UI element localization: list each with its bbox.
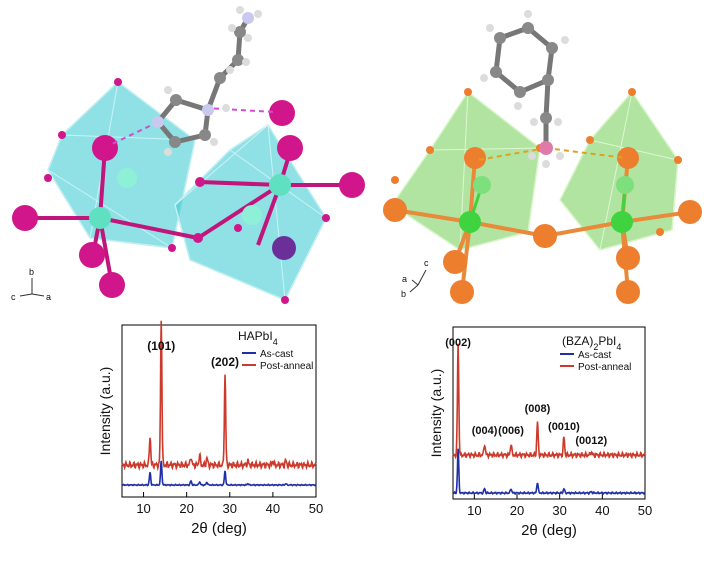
- iodine-atom: [628, 88, 636, 96]
- axis-indicator: [409, 269, 427, 293]
- iodine-atom: [168, 244, 176, 252]
- legend-label: As-cast: [578, 350, 612, 361]
- pb-atom: [117, 168, 137, 188]
- iodine-atom: [269, 100, 295, 126]
- pb-atom: [473, 176, 491, 194]
- peak-label: (008): [525, 403, 551, 415]
- x-tick-label: 30: [552, 503, 566, 518]
- axis-label-c: c: [424, 258, 429, 268]
- peak-label: (0010): [548, 421, 580, 433]
- iodine-atom: [617, 147, 639, 169]
- chart-title: HAPbI4: [238, 329, 278, 347]
- iodine-atom: [193, 233, 203, 243]
- series-line-post-anneal: [452, 343, 646, 460]
- iodine-atom: [616, 246, 640, 270]
- pb-atom: [269, 174, 291, 196]
- x-tick-label: 30: [223, 501, 237, 516]
- iodine-atom: [322, 214, 330, 222]
- x-tick-label: 10: [467, 503, 481, 518]
- iodine-atom: [443, 250, 467, 274]
- iodine-atom-dark: [272, 236, 296, 260]
- iodine-atom: [383, 198, 407, 222]
- iodine-atom: [586, 136, 594, 144]
- pb-atom: [459, 211, 481, 233]
- iodine-atom: [426, 146, 434, 154]
- x-tick-label: 50: [309, 501, 323, 516]
- iodine-atom: [114, 78, 122, 86]
- legend-label: Post-anneal: [578, 362, 631, 373]
- iodine-atom: [533, 224, 557, 248]
- bza-pbi4-structure: c a b: [383, 10, 702, 304]
- xrd-chart-bza-pbi4: 10 20 30 40 50 2θ (deg) Intensity (a.u.) (BZA)2…: [428, 326, 652, 539]
- axis-label-c: c: [11, 292, 16, 302]
- x-tick-label: 20: [510, 503, 524, 518]
- series-line-post-anneal: [121, 320, 317, 472]
- x-tick-label: 40: [266, 501, 280, 516]
- x-tick-label: 20: [179, 501, 193, 516]
- series-line-as-cast: [452, 448, 646, 496]
- organic-cation: [477, 10, 627, 168]
- plot-frame: [121, 324, 317, 498]
- pb-atom: [611, 211, 633, 233]
- iodine-atom: [674, 156, 682, 164]
- y-axis-label: Intensity (a.u.): [428, 369, 444, 458]
- series-line-as-cast: [121, 460, 317, 487]
- iodine-atom: [678, 200, 702, 224]
- iodine-atom: [44, 174, 52, 182]
- iodine-atom: [58, 131, 66, 139]
- peak-label: (101): [147, 339, 175, 353]
- xrd-chart-hapbi4: 10 20 30 40 50 2θ (deg) Intensity (a.u.) HAPbI4…: [97, 320, 323, 537]
- organic-cation: [109, 6, 276, 156]
- legend-label: Post-anneal: [260, 361, 313, 372]
- iodine-atom: [391, 176, 399, 184]
- iodine-atom: [277, 135, 303, 161]
- iodine-atom: [616, 280, 640, 304]
- iodine-atom: [464, 147, 486, 169]
- axis-label-b: b: [29, 267, 34, 277]
- chart-title: (BZA)2PbI4: [562, 334, 621, 352]
- iodine-atom: [92, 135, 118, 161]
- axis-indicator: [19, 278, 45, 297]
- iodine-atom: [234, 224, 242, 232]
- iodine-atom: [79, 242, 105, 268]
- pb-atom: [616, 176, 634, 194]
- pb-atom: [89, 207, 111, 229]
- y-axis-label: Intensity (a.u.): [97, 367, 113, 456]
- x-tick-label: 10: [136, 501, 150, 516]
- axis-label-a: a: [402, 274, 407, 284]
- iodine-atom: [281, 296, 289, 304]
- x-tick-label: 50: [638, 503, 652, 518]
- iodine-atom: [339, 172, 365, 198]
- axis-label-a: a: [46, 292, 51, 302]
- peak-label: (202): [211, 355, 239, 369]
- iodine-atom: [656, 228, 664, 236]
- peak-label: (004): [472, 425, 498, 437]
- pb-atom: [242, 205, 262, 225]
- axis-label-b: b: [401, 289, 406, 299]
- peak-label: (006): [498, 425, 524, 437]
- peak-label: (002): [445, 337, 471, 349]
- peak-label: (0012): [575, 435, 607, 447]
- iodine-atom: [195, 177, 205, 187]
- x-axis-label: 2θ (deg): [191, 520, 247, 537]
- iodine-atom: [99, 272, 125, 298]
- hapbi4-structure: b a c: [11, 6, 365, 304]
- plot-frame: [452, 326, 646, 500]
- iodine-atom: [464, 88, 472, 96]
- iodine-atom: [450, 280, 474, 304]
- x-axis-label: 2θ (deg): [521, 522, 577, 539]
- iodine-atom: [12, 205, 38, 231]
- legend-label: As-cast: [260, 349, 294, 360]
- x-tick-label: 40: [595, 503, 609, 518]
